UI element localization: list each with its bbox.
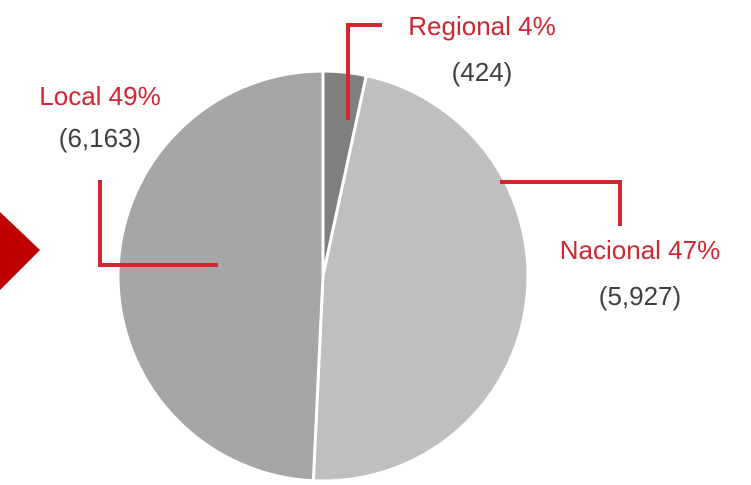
arrow-decoration	[0, 212, 40, 290]
leader-line	[500, 180, 622, 226]
slice-value-label: (6,163)	[59, 123, 141, 153]
slice-label: Local 49%	[39, 81, 160, 111]
leader-line	[98, 180, 218, 267]
pie	[116, 69, 530, 483]
pie-slice	[116, 69, 325, 483]
slice-label: Nacional 47%	[560, 235, 720, 265]
pie-slice	[311, 73, 530, 483]
slice-value-label: (5,927)	[599, 281, 681, 311]
slice-value-label: (424)	[452, 57, 513, 87]
slice-label: Regional 4%	[408, 11, 555, 41]
leader-line	[346, 23, 382, 120]
